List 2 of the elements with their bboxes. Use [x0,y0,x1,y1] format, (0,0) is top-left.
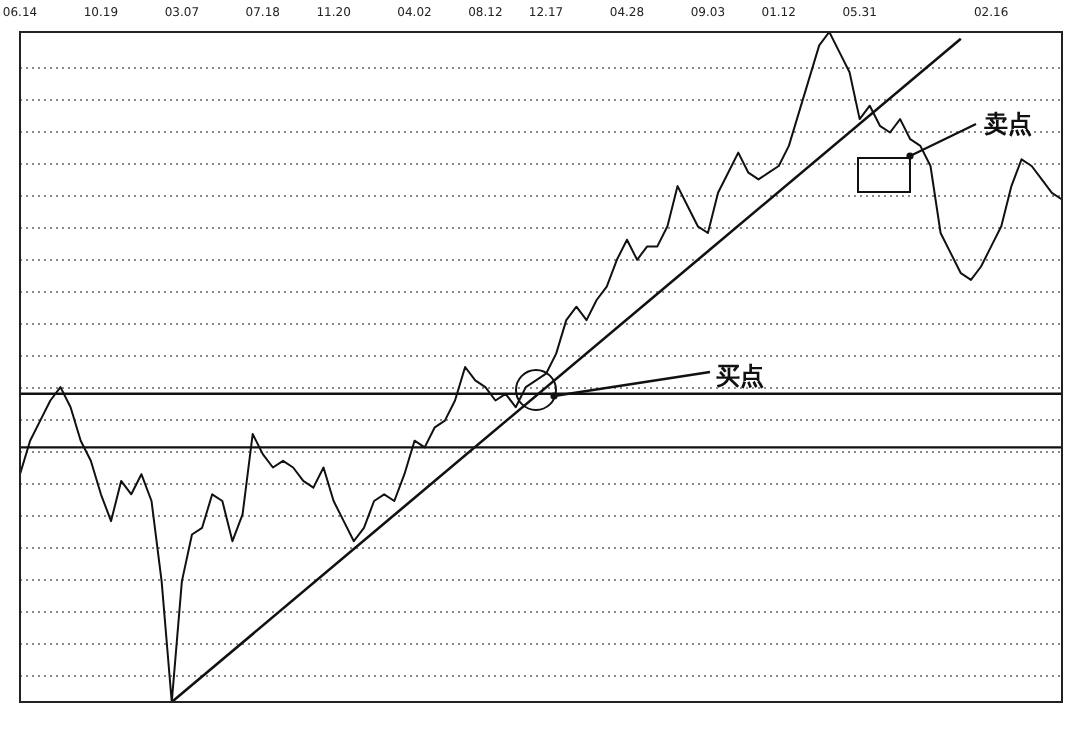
annotation: 卖点 [984,110,1032,138]
annotation: 买点 [716,362,764,390]
